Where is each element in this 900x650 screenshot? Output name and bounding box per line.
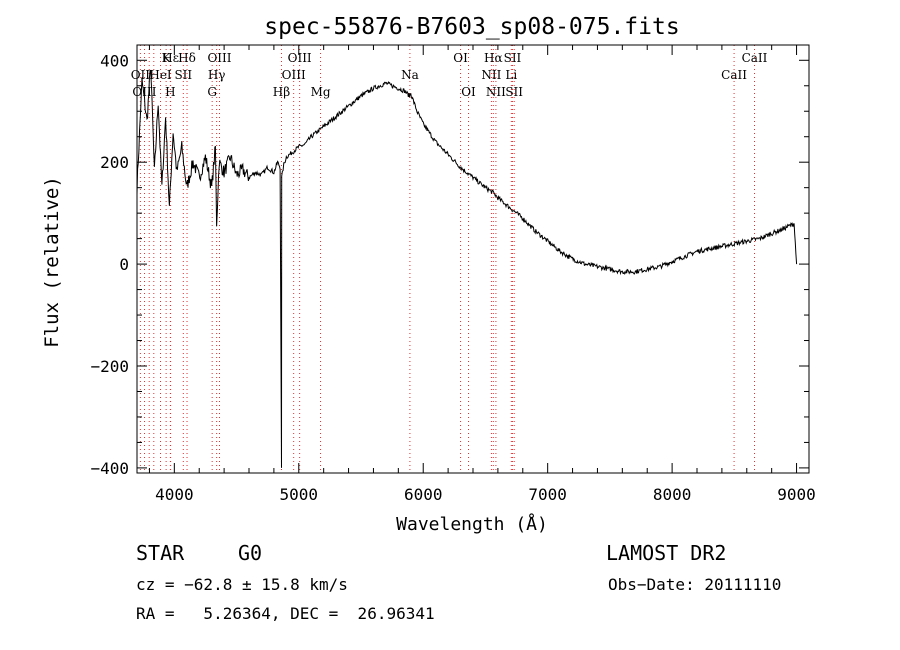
y-tick-label-3: 200 xyxy=(100,153,129,172)
observation-date: Obs−Date: 20111110 xyxy=(608,575,782,594)
x-tick-label-4: 8000 xyxy=(653,485,692,504)
redshift-velocity: cz = −62.8 ± 15.8 km/s xyxy=(136,575,348,594)
line-label-6: Hα xyxy=(484,51,503,65)
line-label-24: NII xyxy=(486,85,506,99)
survey-name: LAMOST DR2 xyxy=(606,541,727,565)
line-label-5: OI xyxy=(453,51,468,65)
emission-line-markers xyxy=(139,45,755,473)
line-label-4: OIII xyxy=(288,51,312,65)
line-label-2: Hδ xyxy=(178,51,196,65)
spectrum-line xyxy=(136,69,798,468)
y-tick-label-4: 400 xyxy=(100,51,129,70)
line-label-16: Li xyxy=(505,68,517,82)
x-tick-label-0: 4000 xyxy=(155,485,194,504)
x-axis-label: Wavelength (Å) xyxy=(396,513,548,535)
line-label-21: Hβ xyxy=(273,85,290,99)
line-label-12: Hγ xyxy=(208,68,226,82)
y-axis-label: Flux (relative) xyxy=(41,176,63,348)
line-label-11: SII xyxy=(174,68,192,82)
x-tick-label-5: 9000 xyxy=(777,485,816,504)
line-label-23: OI xyxy=(461,85,476,99)
y-tick-label-0: −400 xyxy=(90,459,129,478)
line-label-18: OIII xyxy=(132,85,156,99)
spectrum-series xyxy=(136,69,798,468)
line-label-22: Mg xyxy=(311,85,331,99)
y-tick-label-1: −200 xyxy=(90,357,129,376)
line-label-15: NII xyxy=(481,68,501,82)
line-label-14: Na xyxy=(401,68,419,82)
line-label-10: HeI xyxy=(149,68,172,82)
sky-coordinates: RA = 5.26364, DEC = 26.96341 xyxy=(136,604,435,623)
line-label-17: CaII xyxy=(721,68,747,82)
axis-ticks: 4000 5000 6000 7000 8000 9000 −400 −200 0 200 400 xyxy=(90,45,816,504)
line-label-9: OII xyxy=(131,68,151,82)
plot-frame xyxy=(136,44,810,474)
line-label-3: OIII xyxy=(207,51,231,65)
line-label-7: SII xyxy=(504,51,522,65)
y-tick-label-2: 0 xyxy=(119,255,129,274)
line-label-19: H xyxy=(165,85,175,99)
x-tick-label-1: 5000 xyxy=(280,485,319,504)
x-tick-label-3: 7000 xyxy=(528,485,567,504)
chart-title: spec-55876-B7603_sp08-075.fits xyxy=(264,14,679,40)
object-class: STAR xyxy=(136,541,185,565)
line-label-13: OIII xyxy=(282,68,306,82)
line-label-8: CaII xyxy=(742,51,768,65)
line-label-1: K xyxy=(162,51,172,65)
object-subclass: G0 xyxy=(238,541,263,565)
line-label-25: SII xyxy=(505,85,523,99)
line-label-20: G xyxy=(207,85,217,99)
x-tick-label-2: 6000 xyxy=(404,485,443,504)
